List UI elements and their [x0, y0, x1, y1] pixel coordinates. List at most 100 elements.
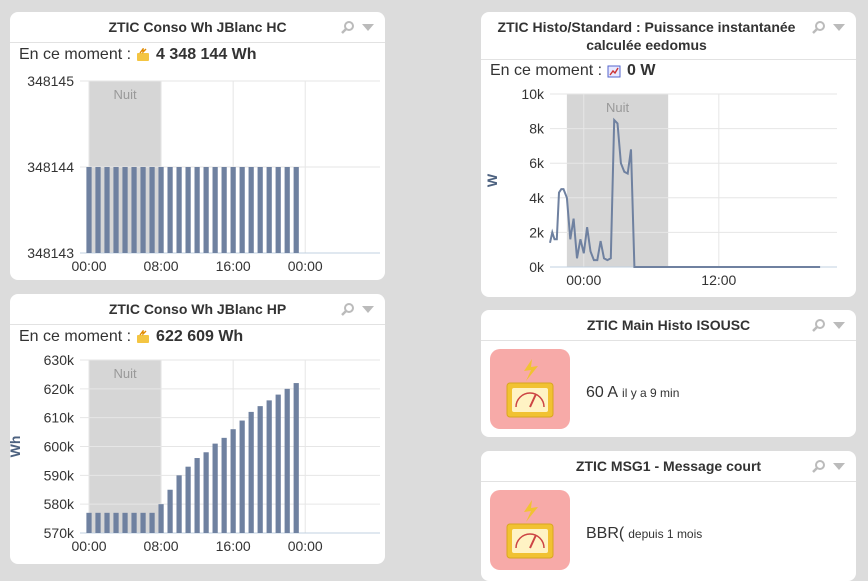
y-tick-label: 6k: [529, 155, 545, 171]
widget-conso-hp: ZTIC Conso Wh JBlanc HP En ce moment : 6…: [10, 294, 385, 564]
current-value-row: En ce moment : 0 W: [490, 62, 656, 80]
dropdown-arrow-icon[interactable]: [361, 302, 375, 316]
moment-label: En ce moment :: [19, 328, 132, 345]
y-tick-label: 348143: [27, 245, 74, 261]
bar: [113, 167, 119, 253]
bar: [95, 167, 101, 253]
bar: [239, 420, 245, 533]
bar: [167, 489, 173, 533]
bar: [266, 400, 272, 533]
bar: [284, 388, 290, 533]
zoom-icon[interactable]: [341, 20, 355, 34]
bar: [221, 167, 227, 253]
widget-msg: ZTIC MSG1 - Message court BBR(depuis 1 m…: [481, 451, 856, 581]
current-value-row: En ce moment : 622 609 Wh: [19, 328, 243, 346]
bar: [113, 512, 119, 533]
y-tick-label: 4k: [529, 190, 545, 206]
dropdown-arrow-icon[interactable]: [832, 20, 846, 34]
y-tick-label: 610k: [44, 410, 75, 426]
y-tick-label: 0k: [529, 259, 545, 275]
state-value: BBR(: [586, 525, 625, 542]
bar: [248, 411, 254, 533]
bar: [167, 167, 173, 253]
bar: [275, 167, 281, 253]
current-value: 622 609 Wh: [156, 328, 244, 345]
bar: [230, 167, 236, 253]
bar: [158, 504, 164, 533]
moment-label: En ce moment :: [19, 46, 132, 63]
x-tick-label: 16:00: [216, 538, 251, 554]
widget-conso-hc: ZTIC Conso Wh JBlanc HC En ce moment : 4…: [10, 12, 385, 280]
y-tick-label: 570k: [44, 525, 75, 541]
bar: [275, 394, 281, 533]
widget-title: ZTIC Conso Wh JBlanc HP: [108, 301, 287, 317]
state-timestamp: il y a 9 min: [622, 386, 680, 400]
bar: [266, 167, 272, 253]
bar: [185, 167, 191, 253]
y-tick-label: 10k: [521, 86, 545, 102]
x-tick-label: 08:00: [144, 538, 179, 554]
bar: [230, 429, 236, 533]
bar: [158, 167, 164, 253]
y-tick-label: 348144: [27, 159, 74, 175]
x-tick-label: 00:00: [288, 538, 323, 554]
x-tick-label: 12:00: [701, 272, 736, 288]
series-line: [549, 117, 821, 268]
bar: [86, 167, 92, 253]
zoom-icon[interactable]: [812, 459, 826, 473]
state-timestamp: depuis 1 mois: [628, 527, 703, 541]
night-band-label: Nuit: [113, 87, 137, 102]
bar: [203, 167, 209, 253]
y-tick-label: 630k: [44, 352, 75, 368]
energy-meter-icon: [137, 330, 150, 343]
y-tick-label: 2k: [529, 224, 545, 240]
bar: [140, 512, 146, 533]
dropdown-arrow-icon[interactable]: [361, 20, 375, 34]
meter-gauge-icon[interactable]: [490, 349, 570, 429]
x-tick-label: 00:00: [288, 258, 323, 274]
zoom-icon[interactable]: [812, 318, 826, 332]
chart-power: Nuit 10k 8k 6k 4k 2k 0k 00:00 12:00 W: [484, 86, 837, 288]
meter-gauge-icon[interactable]: [490, 490, 570, 570]
bar: [194, 167, 200, 253]
y-tick-label: 580k: [44, 496, 75, 512]
x-tick-label: 16:00: [216, 258, 251, 274]
energy-meter-icon: [137, 48, 150, 61]
y-tick-label: 348145: [27, 73, 74, 89]
zoom-icon[interactable]: [812, 20, 826, 34]
bar: [104, 512, 110, 533]
bar: [122, 167, 128, 253]
x-tick-label: 00:00: [566, 272, 601, 288]
current-value: 4 348 144 Wh: [156, 46, 257, 63]
bar: [194, 458, 200, 533]
bar: [284, 167, 290, 253]
moment-label: En ce moment :: [490, 62, 603, 79]
bar: [86, 512, 92, 533]
widget-power: ZTIC Histo/Standard : Puissance instanta…: [481, 12, 856, 297]
bar: [293, 167, 299, 253]
dropdown-arrow-icon[interactable]: [832, 318, 846, 332]
y-axis-label: Wh: [10, 436, 23, 458]
bar: [140, 167, 146, 253]
zoom-icon[interactable]: [341, 302, 355, 316]
bar: [257, 167, 263, 253]
bar: [221, 437, 227, 533]
y-tick-label: 600k: [44, 439, 75, 455]
bar: [176, 475, 182, 533]
bar: [185, 466, 191, 533]
bar: [212, 167, 218, 253]
bar: [212, 443, 218, 533]
x-tick-label: 00:00: [71, 538, 106, 554]
power-gauge-icon: [607, 65, 621, 78]
bar: [95, 512, 101, 533]
current-value-row: En ce moment : 4 348 144 Wh: [19, 46, 257, 64]
bar: [257, 406, 263, 533]
widget-title: ZTIC Main Histo ISOUSC: [586, 317, 751, 333]
dropdown-arrow-icon[interactable]: [832, 459, 846, 473]
bar: [149, 167, 155, 253]
y-tick-label: 620k: [44, 381, 75, 397]
night-band-label: Nuit: [606, 100, 630, 115]
